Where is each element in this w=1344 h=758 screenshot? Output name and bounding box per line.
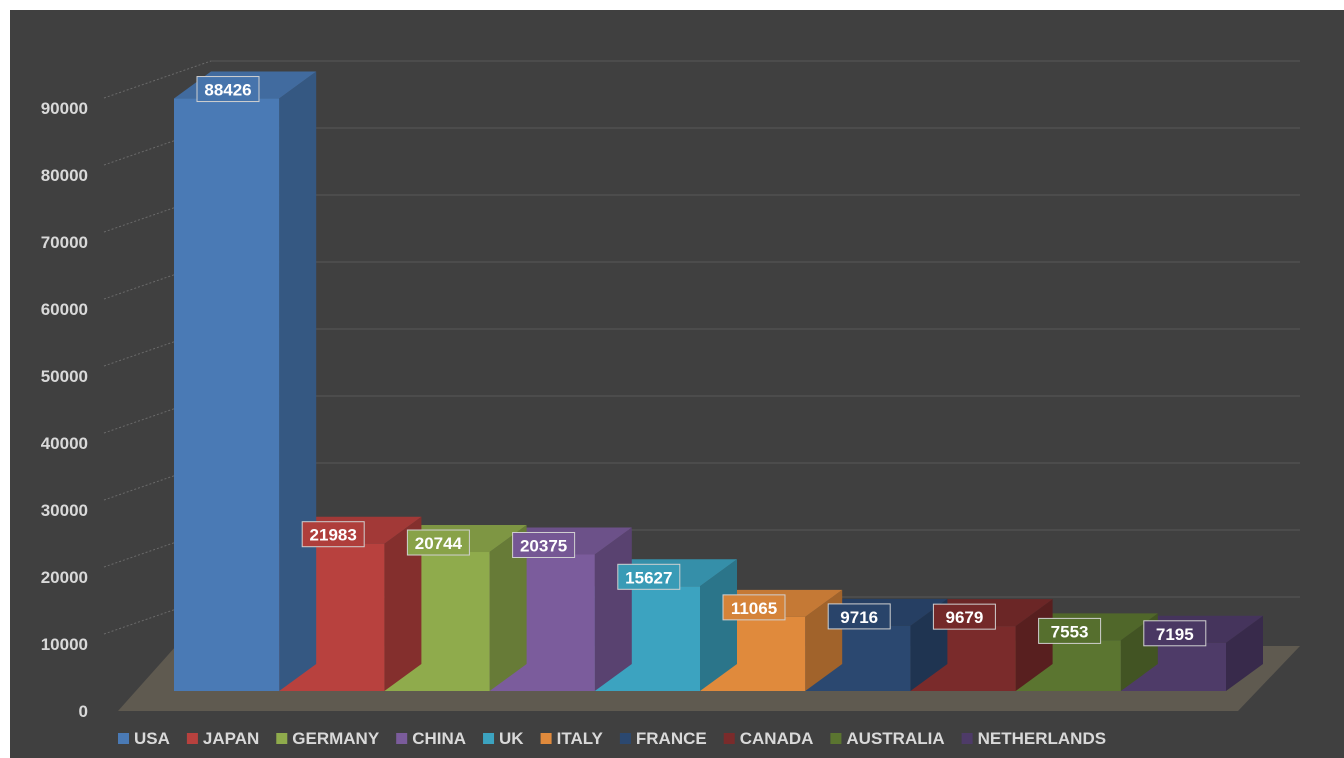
gridline-side	[103, 395, 212, 434]
data-label-text: 20744	[415, 534, 463, 553]
legend-swatch	[118, 733, 129, 744]
bars	[174, 71, 1263, 692]
y-tick-label: 0	[79, 702, 88, 721]
legend-item: UK	[483, 729, 524, 748]
data-labels: 88426 21983 20744 20375 15627 11065 9716 9679 75…	[196, 76, 1207, 647]
data-label: 11065	[722, 594, 786, 621]
legend-item: FRANCE	[619, 729, 707, 748]
data-label-box	[512, 531, 576, 558]
legend-label: AUSTRALIA	[846, 729, 944, 748]
legend-label: USA	[134, 729, 170, 748]
legend-label: UK	[499, 729, 524, 748]
gridline-side	[103, 60, 212, 99]
data-label-text: 88426	[204, 81, 251, 100]
data-label-box	[406, 529, 470, 556]
gridline-side	[103, 127, 212, 166]
legend-label: JAPAN	[203, 729, 259, 748]
data-label-box	[827, 603, 891, 630]
legend-swatch	[540, 733, 552, 744]
legend-item: NETHERLANDS	[961, 729, 1106, 748]
legend-label: GERMANY	[292, 729, 380, 748]
y-axis: 0 10000 20000 30000 40000 50000 60000 70000 8000…	[41, 99, 88, 721]
legend-item: JAPAN	[186, 729, 259, 748]
data-label-box	[1038, 617, 1102, 644]
bar-side	[594, 527, 632, 691]
bar-side	[1226, 615, 1263, 691]
legend-swatch	[483, 733, 495, 744]
legend-item: USA	[118, 729, 170, 748]
bar-side	[489, 525, 527, 691]
gridline-side	[103, 596, 212, 635]
legend-label: FRANCE	[636, 729, 707, 748]
y-tick-label: 40000	[41, 434, 88, 453]
legend-swatch	[830, 733, 842, 744]
data-label-text: 9679	[945, 608, 983, 627]
legend-item: ITALY	[540, 729, 604, 748]
data-label-text: 11065	[731, 599, 777, 618]
data-label: 9716	[827, 603, 891, 630]
legend-swatch	[723, 733, 735, 744]
legend-item: CANADA	[723, 729, 814, 748]
data-label-box	[301, 521, 365, 548]
gridline-side	[103, 261, 212, 300]
data-label-box	[196, 76, 260, 103]
bar-side	[279, 71, 317, 692]
legend-swatch	[276, 733, 288, 744]
y-tick-label: 80000	[41, 166, 88, 185]
data-label-box	[932, 603, 996, 630]
data-label-text: 15627	[625, 568, 672, 587]
y-tick-label: 20000	[41, 568, 88, 587]
data-label: 88426	[196, 76, 260, 103]
data-label: 20744	[406, 529, 470, 556]
bar-usa	[174, 71, 317, 692]
gridline-side	[103, 328, 212, 367]
data-label: 20375	[512, 531, 576, 558]
legend: USA JAPAN GERMANY CHINA UK ITALY FRANCE CANADA A…	[118, 729, 1106, 748]
legend-label: CANADA	[740, 729, 814, 748]
data-label-text: 21983	[310, 526, 357, 545]
y-tick-label: 30000	[41, 501, 88, 520]
legend-label: ITALY	[557, 729, 604, 748]
legend-label: NETHERLANDS	[978, 729, 1106, 748]
legend-item: AUSTRALIA	[830, 729, 945, 748]
legend-item: CHINA	[396, 729, 466, 748]
data-label-text: 7553	[1051, 622, 1089, 641]
y-tick-label: 90000	[41, 99, 88, 118]
bar-side	[700, 559, 737, 691]
y-tick-label: 10000	[41, 635, 88, 654]
data-label: 7195	[1143, 620, 1207, 647]
legend-swatch	[186, 733, 198, 744]
legend-swatch	[396, 733, 408, 744]
y-tick-label: 50000	[41, 367, 88, 386]
gridline-side	[103, 462, 212, 501]
data-label: 9679	[932, 603, 996, 630]
data-label-box	[617, 563, 681, 590]
legend-label: CHINA	[412, 729, 466, 748]
data-label: 21983	[301, 521, 365, 548]
data-label-box	[1143, 620, 1207, 647]
data-label: 15627	[617, 563, 681, 590]
bar-side	[384, 516, 422, 691]
y-tick-label: 70000	[41, 233, 88, 252]
data-label-box	[722, 594, 786, 621]
data-label-text: 9716	[840, 608, 878, 627]
data-label-text: 7195	[1156, 625, 1194, 644]
gridline-side	[103, 529, 212, 568]
legend-swatch	[961, 733, 973, 744]
legend-item: GERMANY	[276, 729, 380, 748]
y-tick-label: 60000	[41, 300, 88, 319]
data-label: 7553	[1038, 617, 1102, 644]
bar-front	[174, 98, 280, 692]
gridline-side	[103, 194, 212, 233]
legend-swatch	[619, 733, 631, 744]
data-label-text: 20375	[520, 536, 567, 555]
